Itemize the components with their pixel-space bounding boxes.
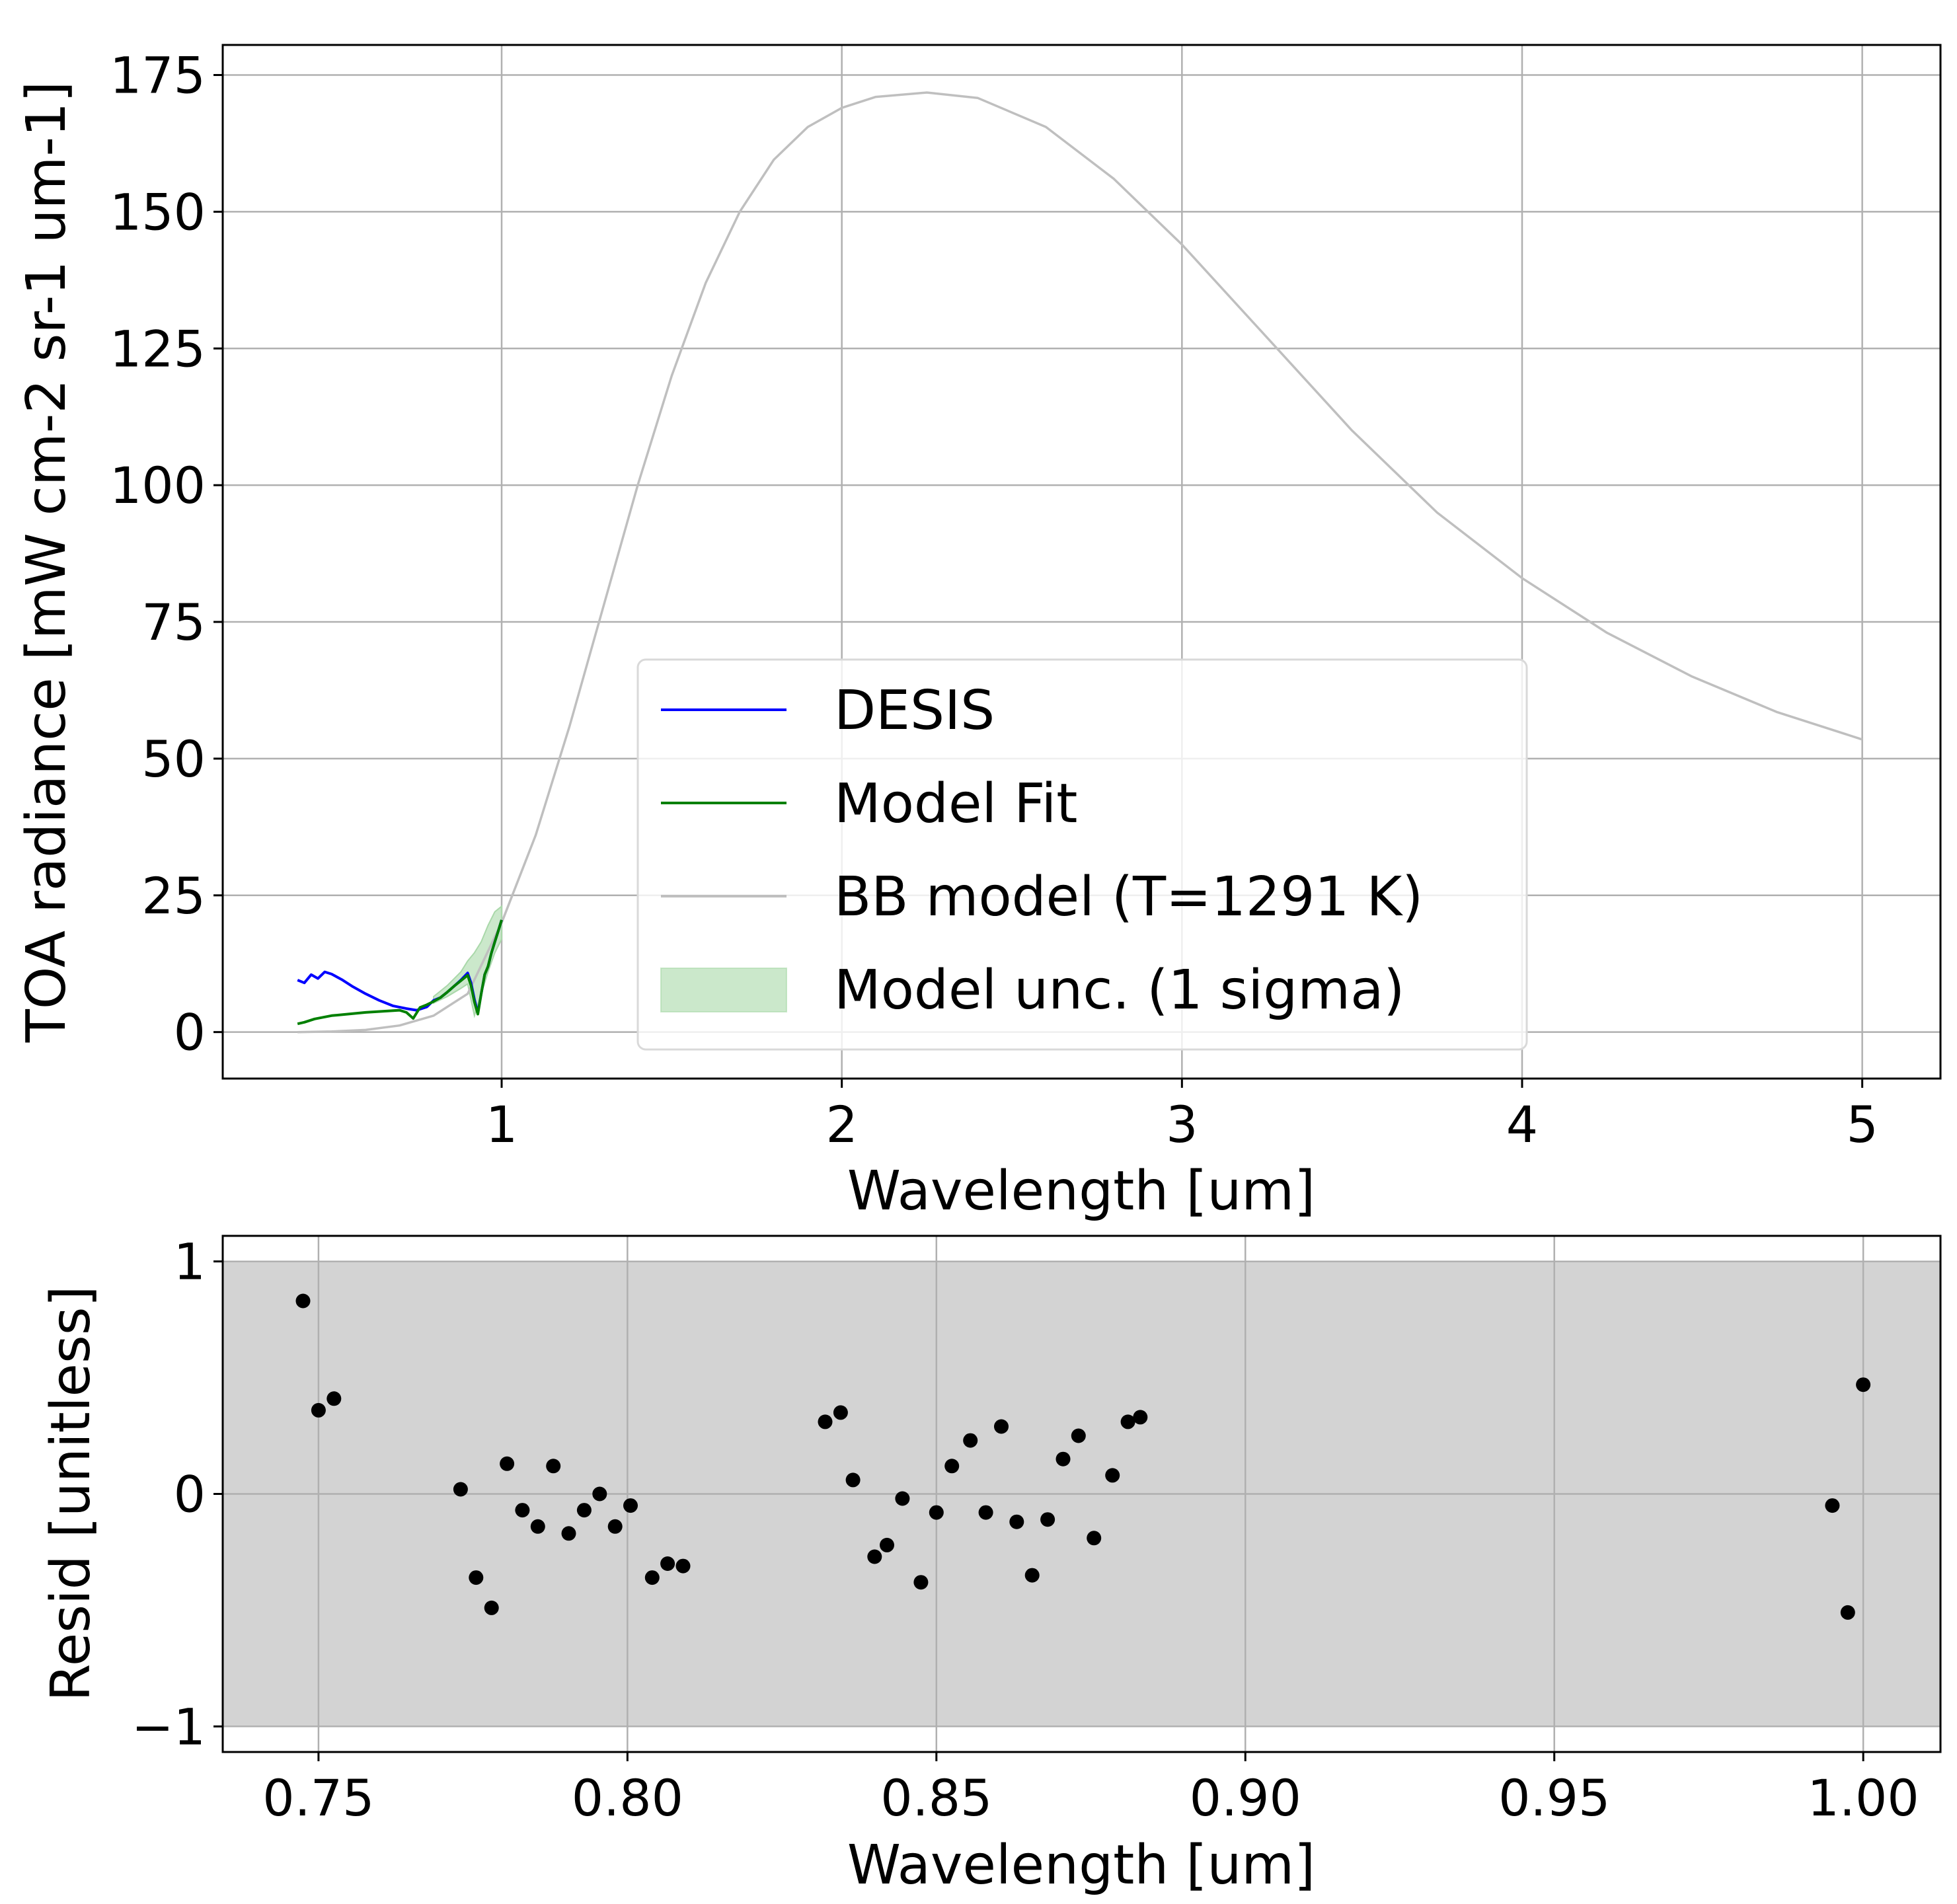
residual-point (644, 1570, 660, 1585)
residual-point (845, 1472, 861, 1488)
residual-point (500, 1456, 515, 1471)
residual-point (1040, 1512, 1055, 1527)
residual-point (1024, 1568, 1040, 1583)
uncertainty-band-layer (433, 905, 502, 1018)
radiance-y-tick-label: 75 (141, 593, 206, 652)
residual-x-tick-label: 0.80 (572, 1769, 683, 1827)
radiance-x-axis-label: Wavelength [um] (847, 1160, 1315, 1223)
residual-grid (223, 1236, 1940, 1752)
residual-ticks: 0.75 0.80 0.85 0.90 0.95 1.00 −1 0 1 (132, 1233, 1919, 1827)
residual-point (1120, 1414, 1135, 1429)
radiance-series-layer (297, 91, 1863, 1034)
residual-point (1840, 1605, 1855, 1620)
bb-model-line (297, 91, 1863, 1034)
residual-point (607, 1519, 623, 1534)
radiance-x-tick-label: 2 (825, 1095, 857, 1154)
legend-frame (636, 658, 1528, 1051)
residual-point (944, 1459, 960, 1474)
radiance-y-tick-label: 25 (141, 866, 206, 925)
radiance-y-tick-label: 175 (110, 46, 206, 105)
legend-label-model-fit: Model Fit (834, 773, 1077, 835)
legend-swatch-uncertainty (660, 968, 787, 1012)
residual-panel: 0.75 0.80 0.85 0.90 0.95 1.00 −1 0 1 Wavelength … (40, 1233, 1942, 1897)
uncertainty-band (433, 905, 502, 1018)
residual-point (833, 1405, 848, 1420)
residual-y-axis-label: Resid [unitless] (40, 1286, 102, 1702)
legend-label-desis: DESIS (834, 679, 995, 742)
residual-point (913, 1575, 929, 1590)
residual-point (576, 1503, 592, 1518)
residual-x-tick-label: 0.75 (262, 1769, 374, 1827)
radiance-y-tick-label: 150 (110, 182, 206, 241)
residual-point (1133, 1410, 1148, 1425)
residual-point (1009, 1514, 1024, 1529)
residual-x-tick-label: 0.85 (880, 1769, 992, 1827)
radiance-y-tick-label: 50 (141, 730, 206, 788)
residual-x-axis-label: Wavelength [um] (847, 1834, 1315, 1897)
residual-point (1105, 1468, 1120, 1483)
residual-point (592, 1486, 607, 1502)
residual-point (561, 1526, 576, 1541)
radiance-x-tick-label: 5 (1846, 1095, 1878, 1154)
legend-label-uncertainty: Model unc. (1 sigma) (834, 959, 1404, 1022)
residual-y-tick-label: −1 (132, 1697, 206, 1756)
radiance-y-axis-label: TOA radiance [mW cm-2 sr-1 um-1] (15, 81, 78, 1043)
residual-point (929, 1505, 944, 1520)
residual-point (675, 1558, 691, 1574)
residual-point (453, 1482, 468, 1497)
residual-point (818, 1414, 833, 1429)
legend: DESIS Model Fit BB model (T=1291 K) Mode… (636, 658, 1528, 1051)
radiance-x-tick-label: 4 (1506, 1095, 1538, 1154)
residual-x-tick-label: 1.00 (1808, 1769, 1919, 1827)
residual-point (1087, 1531, 1102, 1546)
residual-point (1825, 1498, 1840, 1513)
residual-point (880, 1537, 894, 1552)
radiance-x-tick-label: 1 (486, 1095, 518, 1154)
residual-y-tick-label: 1 (174, 1233, 206, 1291)
radiance-y-tick-label: 125 (110, 319, 206, 378)
radiance-y-tick-label: 0 (174, 1003, 206, 1062)
residual-point (895, 1491, 910, 1506)
residual-point (1856, 1377, 1871, 1392)
residual-point (546, 1459, 561, 1474)
legend-label-bb-model: BB model (T=1291 K) (834, 866, 1423, 929)
residual-point (530, 1519, 545, 1534)
residual-point (295, 1293, 311, 1309)
residual-point (963, 1433, 978, 1448)
residual-point (1071, 1428, 1086, 1443)
residual-point (515, 1503, 530, 1518)
model-fit-line (297, 919, 503, 1026)
residual-point (1055, 1451, 1071, 1466)
residual-point (484, 1600, 499, 1615)
residual-x-tick-label: 0.90 (1190, 1769, 1301, 1827)
residual-point (311, 1402, 326, 1418)
radiance-y-tick-label: 100 (110, 456, 206, 515)
residual-point (623, 1498, 638, 1513)
residual-point (994, 1419, 1009, 1434)
residual-point (326, 1391, 342, 1406)
residual-point (978, 1505, 993, 1520)
radiance-axes-frame (221, 44, 1942, 1080)
residual-x-tick-label: 0.95 (1498, 1769, 1610, 1827)
residual-point (469, 1570, 484, 1585)
residual-point (867, 1549, 882, 1564)
residual-y-tick-label: 0 (174, 1465, 206, 1524)
residual-points-layer (295, 1293, 1871, 1620)
residual-point (660, 1556, 675, 1571)
radiance-x-tick-label: 3 (1166, 1095, 1198, 1154)
